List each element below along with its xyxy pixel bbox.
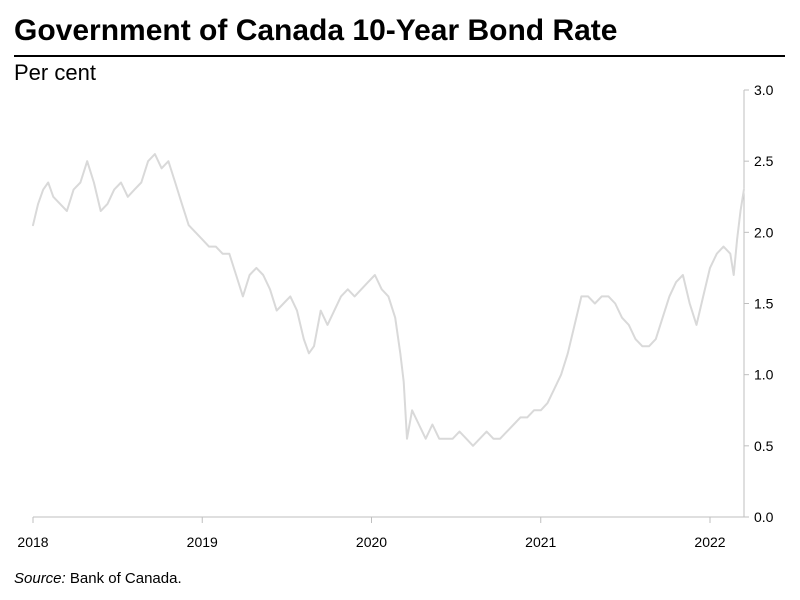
x-tick-label: 2021 (525, 534, 556, 550)
bond-rate-line (32, 153, 745, 447)
axes (33, 90, 745, 518)
x-tick-label: 2020 (356, 534, 387, 550)
tick-labels: 0.0 0.5 1.0 1.5 2.0 2.5 3.0 2018 2019 2020 2021 202… (17, 82, 773, 550)
y-tick-label: 1.5 (754, 296, 774, 312)
x-tick-label: 2022 (694, 534, 725, 550)
source-text: Bank of Canada. (69, 570, 182, 587)
y-tick-label: 1.0 (754, 367, 774, 383)
y-tick-label: 0.5 (754, 438, 774, 454)
axis-ticks (32, 89, 749, 523)
y-axis-unit-label: Per cent (14, 60, 96, 85)
source-note: Source: Bank of Canada. (14, 570, 182, 587)
y-tick-label: 2.0 (754, 224, 774, 240)
title-divider (14, 55, 785, 57)
y-tick-label: 2.5 (754, 153, 774, 169)
y-tick-label: 3.0 (754, 82, 774, 98)
x-tick-label: 2019 (187, 534, 218, 550)
x-tick-label: 2018 (17, 534, 48, 550)
source-label: Source: (14, 570, 66, 587)
chart-title: Government of Canada 10-Year Bond Rate (14, 14, 618, 47)
y-tick-label: 0.0 (754, 509, 774, 525)
